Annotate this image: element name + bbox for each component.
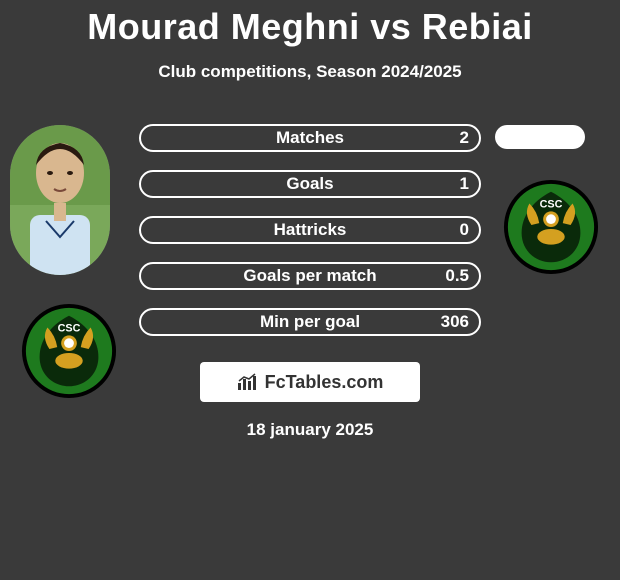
stat-value-right: 306 xyxy=(441,312,469,332)
player-marker-right xyxy=(495,125,585,149)
club-badge-icon: CSC xyxy=(502,178,600,276)
player-photo-left xyxy=(10,125,110,275)
club-badge-icon: CSC xyxy=(20,302,118,400)
stat-value-right: 1 xyxy=(460,174,469,194)
club-badge-left: CSC xyxy=(20,302,118,400)
stat-row: Goals per match 0.5 xyxy=(139,262,481,290)
svg-text:CSC: CSC xyxy=(540,198,563,210)
club-badge-right: CSC xyxy=(502,178,600,276)
stat-label: Hattricks xyxy=(274,220,347,240)
watermark: FcTables.com xyxy=(200,362,420,402)
page-title: Mourad Meghni vs Rebiai xyxy=(0,0,620,48)
watermark-text: FcTables.com xyxy=(265,372,384,393)
stat-label: Goals xyxy=(286,174,333,194)
chart-icon xyxy=(237,373,259,391)
stat-value-right: 2 xyxy=(460,128,469,148)
stat-value-right: 0 xyxy=(460,220,469,240)
stat-value-right: 0.5 xyxy=(445,266,469,286)
stat-row: Matches 2 xyxy=(139,124,481,152)
svg-text:CSC: CSC xyxy=(58,322,81,334)
stat-row: Goals 1 xyxy=(139,170,481,198)
stat-row: Hattricks 0 xyxy=(139,216,481,244)
player-avatar-icon xyxy=(10,125,110,275)
stat-row: Min per goal 306 xyxy=(139,308,481,336)
date-text: 18 january 2025 xyxy=(0,420,620,440)
stat-label: Matches xyxy=(276,128,344,148)
stat-label: Goals per match xyxy=(243,266,376,286)
subtitle: Club competitions, Season 2024/2025 xyxy=(0,62,620,82)
stat-label: Min per goal xyxy=(260,312,360,332)
